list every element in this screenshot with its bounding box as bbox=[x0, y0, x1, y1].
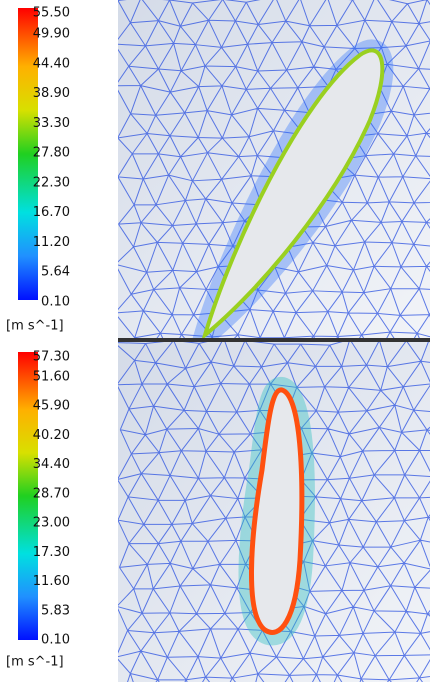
legend-label: 11.20 bbox=[33, 235, 70, 250]
legend-label: 33.30 bbox=[33, 116, 70, 131]
legend-label: 0.10 bbox=[41, 295, 70, 310]
legend-label: 28.70 bbox=[33, 486, 70, 501]
legend-label: 55.50 bbox=[33, 6, 70, 21]
legend-label: 16.70 bbox=[33, 205, 70, 220]
legend-label: 23.00 bbox=[33, 516, 70, 531]
legend-label: 44.40 bbox=[33, 56, 70, 71]
legend-label: 40.20 bbox=[33, 428, 70, 443]
legend-label: 51.60 bbox=[33, 370, 70, 385]
legend-label: 22.30 bbox=[33, 175, 70, 190]
legend-label: 45.90 bbox=[33, 399, 70, 414]
legend-unit: [m s^-1] bbox=[6, 319, 64, 334]
figure: 55.50 49.90 44.40 38.90 33.30 27.80 22.30 16.70… bbox=[0, 0, 430, 682]
legend-label: 27.80 bbox=[33, 146, 70, 161]
legend-label: 0.10 bbox=[41, 633, 70, 648]
legend-label: 17.30 bbox=[33, 545, 70, 560]
legend-label: 38.90 bbox=[33, 86, 70, 101]
legend-label: 34.40 bbox=[33, 457, 70, 472]
legend-label: 57.30 bbox=[33, 350, 70, 365]
divider bbox=[118, 338, 430, 342]
legend-unit: [m s^-1] bbox=[6, 655, 64, 670]
legend-label: 5.64 bbox=[41, 265, 70, 280]
legend-label: 49.90 bbox=[33, 27, 70, 42]
airfoil bbox=[251, 390, 301, 633]
legend-label: 11.60 bbox=[33, 574, 70, 589]
legend-label: 5.83 bbox=[41, 603, 70, 618]
